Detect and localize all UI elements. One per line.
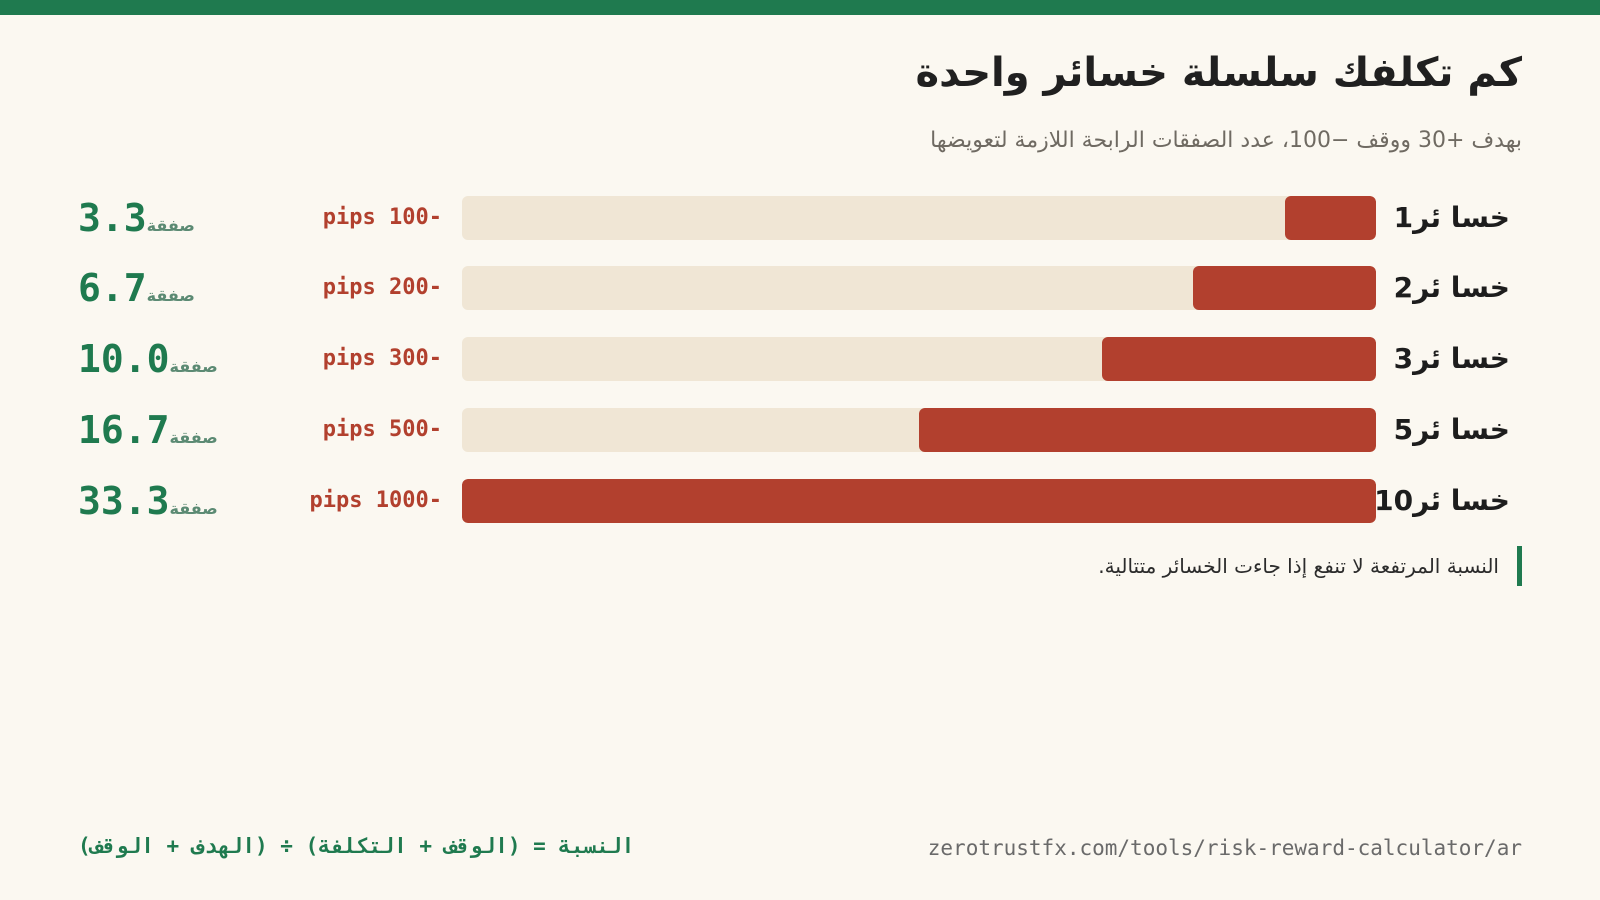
trades-value: 10.0 xyxy=(78,337,170,381)
bar-chart: 1خسا ئر pips 100- صفقة3.3 2خسا ئر pips 200- ص… xyxy=(0,193,1600,526)
trades-needed: صفقة6.7 xyxy=(78,263,195,313)
chart-title: كم تكلفك سلسلة خسائر واحدة xyxy=(915,50,1522,96)
trades-needed: صفقة16.7 xyxy=(78,405,218,455)
trades-needed: صفقة10.0 xyxy=(78,334,218,384)
bar xyxy=(1284,196,1376,240)
trades-unit-label: صفقة xyxy=(169,499,218,518)
trades-unit-label: صفقة xyxy=(169,357,218,376)
chart-row: 1خسا ئر pips 100- صفقة3.3 xyxy=(0,193,1600,243)
bar-track xyxy=(462,196,1376,240)
note-callout: النسبة المرتفعة لا تنفع إذا جاءت الخسائر… xyxy=(1098,546,1522,586)
chart-row: 3خسا ئر pips 300- صفقة10.0 xyxy=(0,334,1600,384)
category-label: 5خسا ئر xyxy=(1393,413,1510,446)
footer-url: zerotrustfx.com/tools/risk-reward-calcul… xyxy=(927,836,1522,860)
value-label: pips 500- xyxy=(322,417,442,442)
chart-subtitle: بهدف +30 ووقف −100، عدد الصفقات الرابحة … xyxy=(930,128,1522,153)
bar-track xyxy=(462,266,1376,310)
trades-value: 33.3 xyxy=(78,479,170,523)
value-label: pips 1000- xyxy=(309,488,442,513)
category-label: 1خسا ئر xyxy=(1393,201,1510,234)
bar xyxy=(1101,337,1376,381)
trades-value: 6.7 xyxy=(78,266,147,310)
trades-value: 16.7 xyxy=(78,408,170,452)
bar-track xyxy=(462,408,1376,452)
category-label: 3خسا ئر xyxy=(1393,342,1510,375)
chart-row: 5خسا ئر pips 500- صفقة16.7 xyxy=(0,405,1600,455)
trades-needed: صفقة3.3 xyxy=(78,193,195,243)
trades-unit-label: صفقة xyxy=(169,428,218,447)
trades-unit-label: صفقة xyxy=(146,216,195,235)
chart-row: 2خسا ئر pips 200- صفقة6.7 xyxy=(0,263,1600,313)
bar xyxy=(919,408,1376,452)
trades-value: 3.3 xyxy=(78,196,147,240)
chart-row: 10خسا ئر pips 1000- صفقة33.3 xyxy=(0,476,1600,526)
trades-needed: صفقة33.3 xyxy=(78,476,218,526)
trades-unit-label: صفقة xyxy=(146,286,195,305)
footer-formula: النسبة = (الوقف + التكلفة) ÷ (الهدف + ال… xyxy=(78,834,635,858)
value-label: pips 300- xyxy=(322,346,442,371)
value-label: pips 100- xyxy=(322,205,442,230)
top-accent-bar xyxy=(0,0,1600,15)
bar-track xyxy=(462,337,1376,381)
category-label: 10خسا ئر xyxy=(1374,484,1510,517)
bar xyxy=(462,479,1376,523)
bar-track xyxy=(462,479,1376,523)
bar xyxy=(1193,266,1376,310)
value-label: pips 200- xyxy=(322,275,442,300)
category-label: 2خسا ئر xyxy=(1393,271,1510,304)
